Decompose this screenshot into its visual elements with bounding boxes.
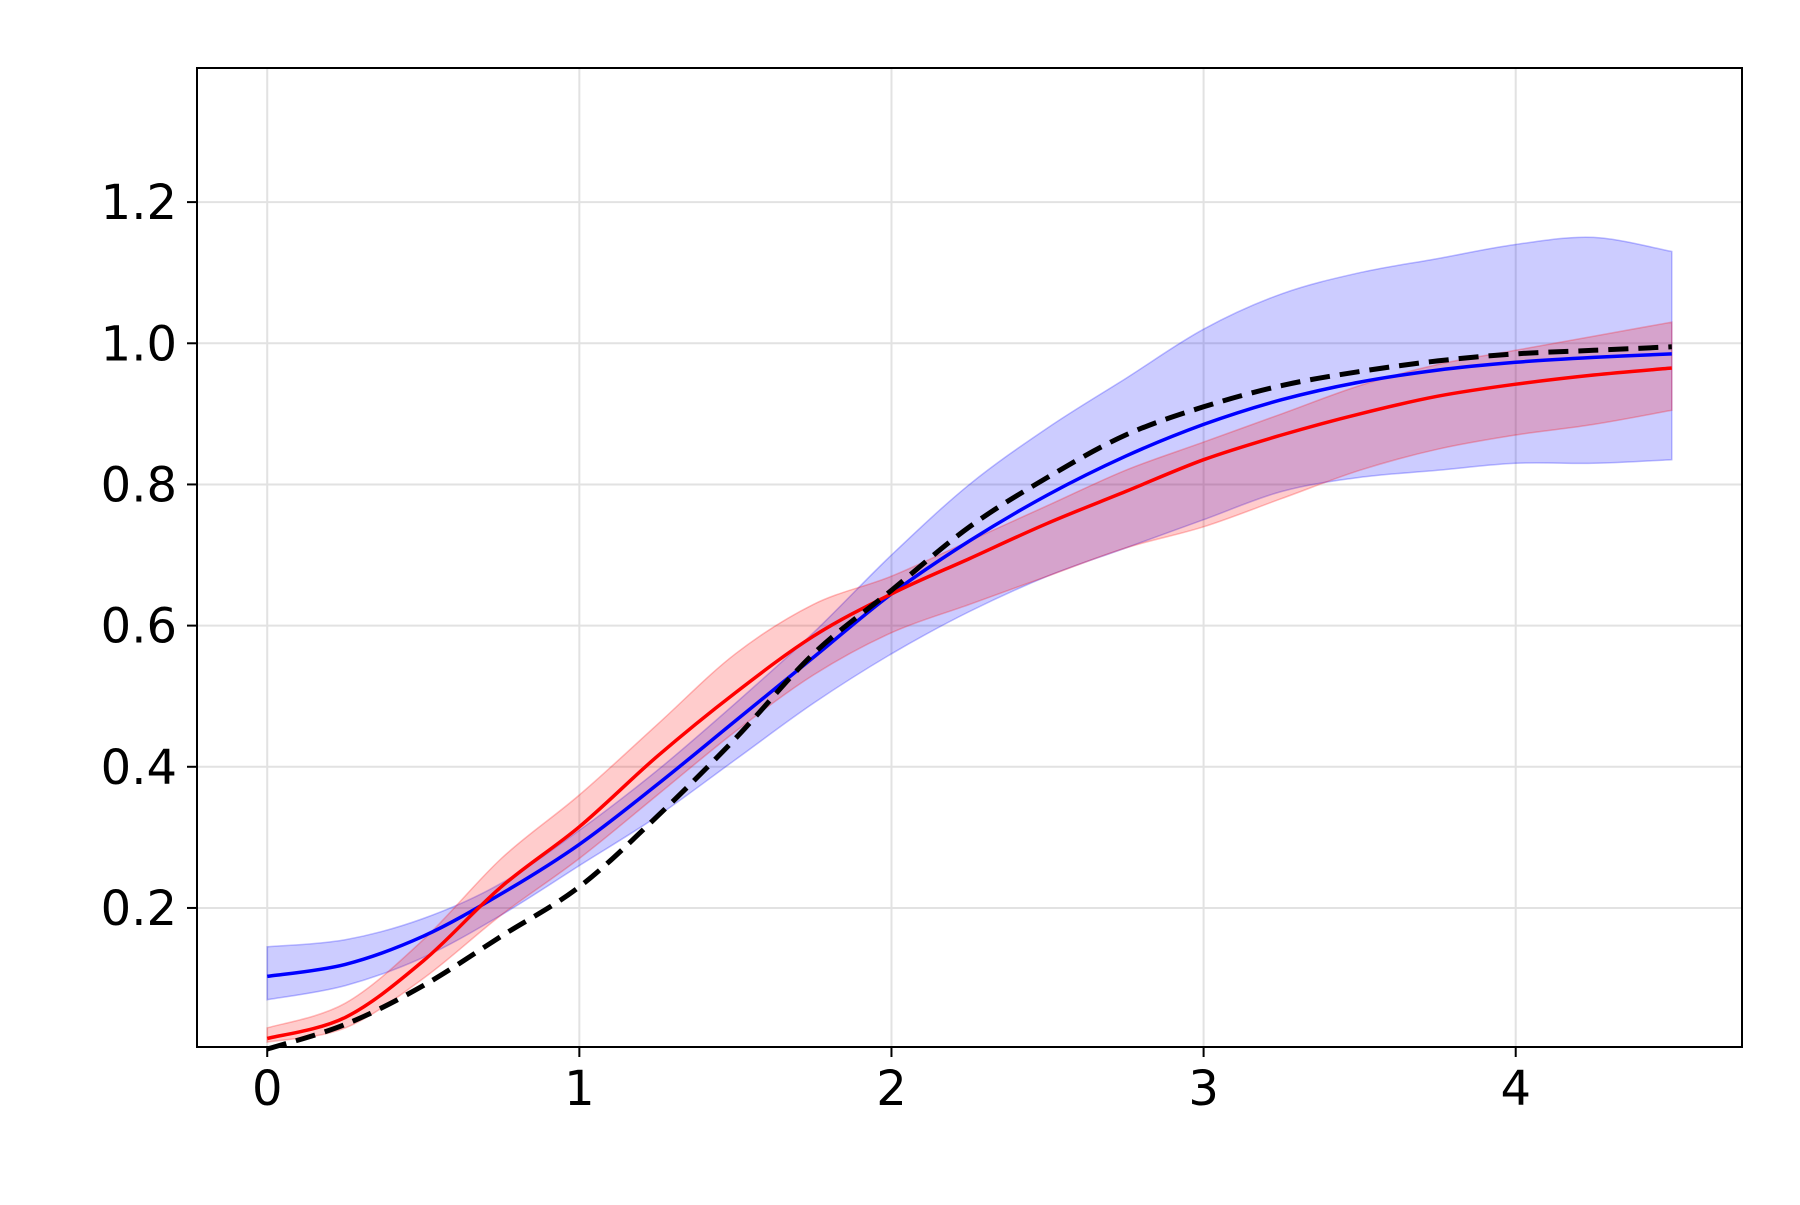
y-tick-label: 0.6: [101, 599, 177, 655]
x-tick-label: 3: [1188, 1061, 1219, 1117]
y-tick-label: 0.8: [101, 457, 177, 513]
confidence-band-0: [266, 236, 1673, 1001]
series-lines: [266, 344, 1672, 1052]
y-tick-label: 1.2: [101, 175, 177, 231]
y-axis-ticks: 0.2 0.4 0.6 0.8 1.0 1.2: [101, 175, 197, 937]
series-line-1: [266, 366, 1672, 1041]
x-axis-ticks: 0 1 2 3 4: [252, 1047, 1531, 1117]
confidence-band-1: [266, 321, 1673, 1044]
x-tick-label: 2: [876, 1061, 907, 1117]
series-line-2: [266, 344, 1672, 1052]
plot-frame: [196, 67, 1743, 1048]
series-line-0: [266, 352, 1672, 979]
confidence-bands: [266, 236, 1673, 1044]
x-tick-label: 0: [252, 1061, 283, 1117]
y-tick-label: 0.2: [101, 881, 177, 937]
x-tick-label: 4: [1500, 1061, 1531, 1117]
grid: [197, 68, 1742, 1047]
y-tick-label: 1.0: [101, 316, 177, 372]
y-tick-label: 0.4: [101, 740, 177, 796]
x-tick-label: 1: [564, 1061, 595, 1117]
